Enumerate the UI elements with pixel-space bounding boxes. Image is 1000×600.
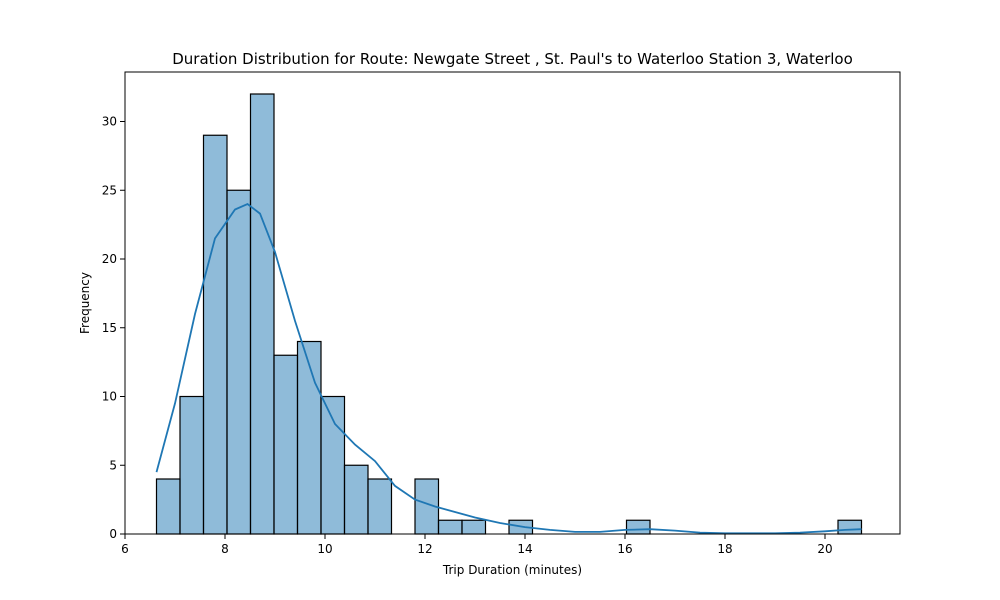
histogram-bar — [296, 340, 322, 535]
histogram-bars — [155, 93, 863, 535]
histogram-bar — [837, 519, 863, 535]
x-tick-label: 10 — [317, 542, 332, 556]
chart-title: Duration Distribution for Route: Newgate… — [172, 50, 853, 68]
histogram-bar — [155, 478, 181, 535]
x-tick-label: 16 — [617, 542, 632, 556]
kde-curve — [155, 202, 862, 535]
histogram-bar — [437, 519, 463, 535]
x-tick-label: 14 — [517, 542, 532, 556]
x-tick-label: 20 — [817, 542, 832, 556]
histogram-bar — [179, 395, 205, 535]
y-tick-label: 25 — [102, 183, 117, 197]
histogram-bar — [249, 93, 275, 535]
x-tick-label: 6 — [121, 542, 129, 556]
histogram-bar — [461, 519, 487, 535]
histogram-bar — [343, 464, 369, 535]
y-tick-label: 0 — [109, 527, 117, 541]
y-tick-label: 30 — [102, 115, 117, 129]
x-axis-label: Trip Duration (minutes) — [442, 563, 582, 577]
x-tick-label: 12 — [417, 542, 432, 556]
histogram-bar — [226, 189, 252, 535]
y-tick-label: 15 — [102, 321, 117, 335]
y-tick-label: 20 — [102, 252, 117, 266]
plot-area-frame — [124, 71, 901, 535]
y-axis-label: Frequency — [78, 272, 92, 334]
y-axis-ticks: 0 5 10 15 20 25 30 — [102, 115, 125, 541]
x-tick-label: 8 — [221, 542, 229, 556]
histogram-bar — [367, 478, 393, 535]
histogram-bar — [320, 395, 346, 535]
histogram-bar — [202, 134, 228, 535]
histogram-bar — [625, 519, 651, 535]
y-tick-label: 5 — [109, 458, 117, 472]
histogram-bar — [273, 354, 299, 535]
y-tick-label: 10 — [102, 390, 117, 404]
x-tick-label: 18 — [717, 542, 732, 556]
x-axis-ticks: 6 8 10 12 14 16 18 20 — [121, 534, 833, 556]
